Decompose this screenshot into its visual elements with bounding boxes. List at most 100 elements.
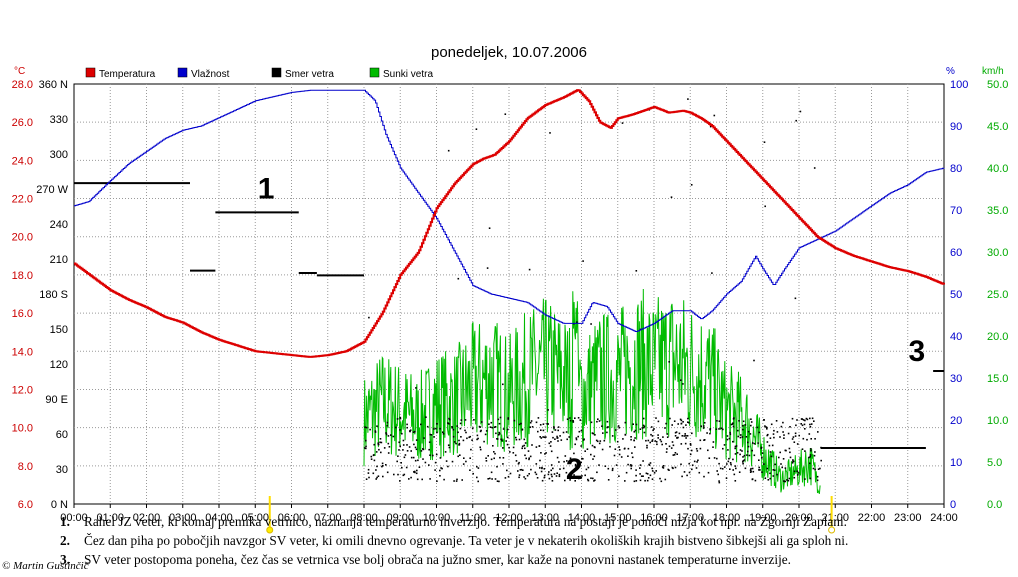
- direction-point: [553, 427, 555, 429]
- direction-point: [633, 431, 636, 433]
- direction-point: [436, 423, 438, 425]
- direction-point: [479, 430, 482, 433]
- direction-point: [623, 448, 626, 450]
- direction-point: [774, 463, 776, 466]
- wind-tick-label: 35.0: [987, 205, 1008, 217]
- direction-point: [576, 321, 578, 323]
- direction-point: [804, 419, 806, 422]
- note-text: Rahel JZ veter, ki komaj premika vetrnic…: [84, 514, 847, 529]
- direction-point: [430, 434, 433, 436]
- direction-point: [806, 438, 808, 441]
- direction-point: [573, 452, 575, 455]
- direction-point: [802, 437, 805, 440]
- direction-point: [732, 440, 734, 443]
- direction-point: [518, 474, 521, 476]
- direction-point: [758, 469, 760, 471]
- direction-point: [543, 476, 546, 479]
- direction-point: [789, 426, 791, 428]
- direction-point: [734, 445, 737, 448]
- direction-point: [476, 438, 478, 441]
- direction-point: [590, 477, 592, 479]
- direction-point: [635, 270, 638, 272]
- direction-point: [627, 455, 629, 457]
- direction-point: [618, 446, 620, 448]
- direction-point: [614, 448, 617, 450]
- temperature-tick-label: 18.0: [12, 270, 33, 282]
- x-tick-label: 08:00: [350, 512, 378, 524]
- direction-point: [680, 379, 682, 381]
- direction-point: [435, 453, 438, 456]
- direction-point: [606, 420, 609, 423]
- direction-point: [535, 463, 538, 465]
- direction-point: [506, 436, 509, 439]
- direction-point: [569, 417, 571, 419]
- direction-point: [695, 467, 698, 469]
- direction-point: [791, 417, 794, 420]
- direction-point: [766, 467, 769, 470]
- direction-point: [788, 447, 791, 450]
- direction-point: [775, 420, 778, 422]
- direction-point: [776, 431, 779, 433]
- direction-point: [611, 469, 614, 472]
- direction-point: [654, 440, 657, 442]
- direction-point: [689, 444, 692, 446]
- direction-point: [457, 277, 460, 280]
- direction-point: [598, 464, 600, 466]
- direction-point: [373, 459, 376, 462]
- direction-point: [761, 471, 763, 473]
- humidity-tick-label: 90: [950, 121, 962, 133]
- direction-point: [761, 457, 763, 459]
- direction-point: [611, 467, 614, 470]
- direction-point: [813, 420, 815, 422]
- direction-point: [731, 423, 734, 425]
- direction-point: [369, 428, 371, 431]
- direction-point: [730, 463, 732, 466]
- direction-point: [782, 431, 784, 433]
- direction-point: [493, 457, 495, 460]
- direction-point: [509, 451, 511, 453]
- direction-point: [388, 446, 391, 448]
- direction-point: [464, 429, 466, 432]
- direction-point: [539, 467, 541, 469]
- direction-point: [680, 463, 682, 466]
- x-tick-label: 15:00: [604, 512, 632, 524]
- direction-point: [522, 469, 524, 471]
- direction-point: [592, 458, 594, 460]
- direction-point: [727, 460, 730, 463]
- direction-point: [681, 475, 683, 478]
- direction-point: [671, 441, 674, 443]
- direction-point: [399, 429, 401, 431]
- direction-point: [781, 466, 783, 469]
- direction-point: [618, 453, 621, 456]
- direction-point: [553, 473, 556, 475]
- direction-point: [397, 455, 399, 457]
- direction-point: [365, 445, 367, 448]
- direction-point: [682, 421, 684, 423]
- direction-point: [690, 449, 693, 452]
- direction-point: [703, 475, 705, 478]
- temperature-tick-label: 22.0: [12, 194, 33, 206]
- direction-point: [416, 478, 419, 481]
- direction-point: [787, 432, 790, 435]
- direction-point: [649, 441, 651, 444]
- direction-point: [752, 442, 754, 444]
- direction-point: [735, 467, 737, 470]
- direction-point: [529, 426, 531, 428]
- direction-point: [383, 447, 386, 449]
- direction-point: [708, 457, 711, 459]
- direction-point: [385, 432, 387, 434]
- direction-point: [515, 436, 517, 439]
- direction-point: [365, 439, 367, 442]
- direction-point: [732, 425, 735, 428]
- direction-point: [380, 451, 382, 454]
- x-tick-label: 21:00: [821, 512, 849, 524]
- temperature-tick-label: 8.0: [18, 461, 33, 473]
- direction-point: [524, 454, 526, 457]
- direction-point: [666, 433, 669, 435]
- direction-point: [709, 428, 711, 431]
- direction-point: [518, 476, 520, 479]
- direction-point: [736, 452, 739, 454]
- direction-point: [554, 429, 557, 431]
- direction-point: [428, 441, 431, 443]
- direction-point: [792, 460, 794, 463]
